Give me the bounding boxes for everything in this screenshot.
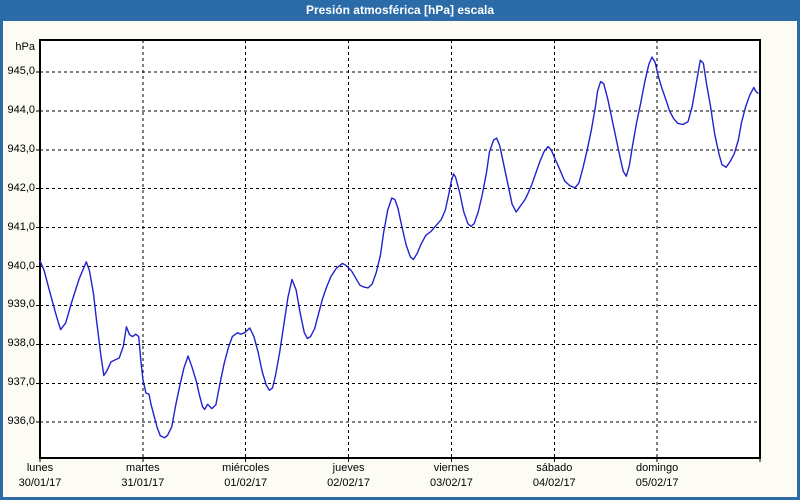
x-tick-date: 04/02/17 [532,477,576,489]
x-tick-date: 31/01/17 [121,477,165,489]
x-tick-day-name: miércoles [222,462,270,474]
y-tick-label: 945,0 [7,64,35,77]
x-tick-day-name: viernes [433,462,470,474]
x-tick-date: 01/02/17 [224,477,268,489]
x-tick-day-name: sábado [536,462,573,474]
x-tick-day-name: jueves [332,462,365,474]
y-tick-label: 944,0 [7,103,35,116]
plot-background [39,39,761,459]
y-tick-label: 937,0 [7,376,35,389]
x-tick-label: martes 31/01/17 [91,461,195,491]
x-tick-label: viernes 03/02/17 [399,461,503,491]
y-tick-label: 943,0 [7,142,35,155]
x-tick-label: jueves 02/02/17 [297,461,401,491]
y-tick-label: 938,0 [7,337,35,350]
y-tick-label: 940,0 [7,259,35,272]
y-tick-label: 936,0 [7,415,35,428]
chart-title-bar: Presión atmosférica [hPa] escala [0,0,800,21]
x-tick-day-name: martes [126,462,160,474]
x-tick-day-name: lunes [26,462,54,474]
x-tick-label: lunes 30/01/17 [0,461,92,491]
x-tick-label: sábado 04/02/17 [502,461,606,491]
pressure-line [39,56,759,439]
y-tick-label: 942,0 [7,181,35,194]
y-tick-label: 939,0 [7,298,35,311]
x-tick-date: 30/01/17 [18,477,62,489]
chart-title: Presión atmosférica [hPa] escala [305,3,495,17]
x-tick-label: miércoles 01/02/17 [194,461,298,491]
x-tick-date: 02/02/17 [327,477,370,489]
x-tick-label: domingo 05/02/17 [605,461,709,491]
x-tick-day-name: domingo [636,462,679,474]
x-tick-date: 05/02/17 [635,477,679,489]
x-tick-date: 03/02/17 [430,477,473,489]
y-axis-unit-label: hPa [15,41,35,53]
y-tick-label: 941,0 [7,220,35,233]
